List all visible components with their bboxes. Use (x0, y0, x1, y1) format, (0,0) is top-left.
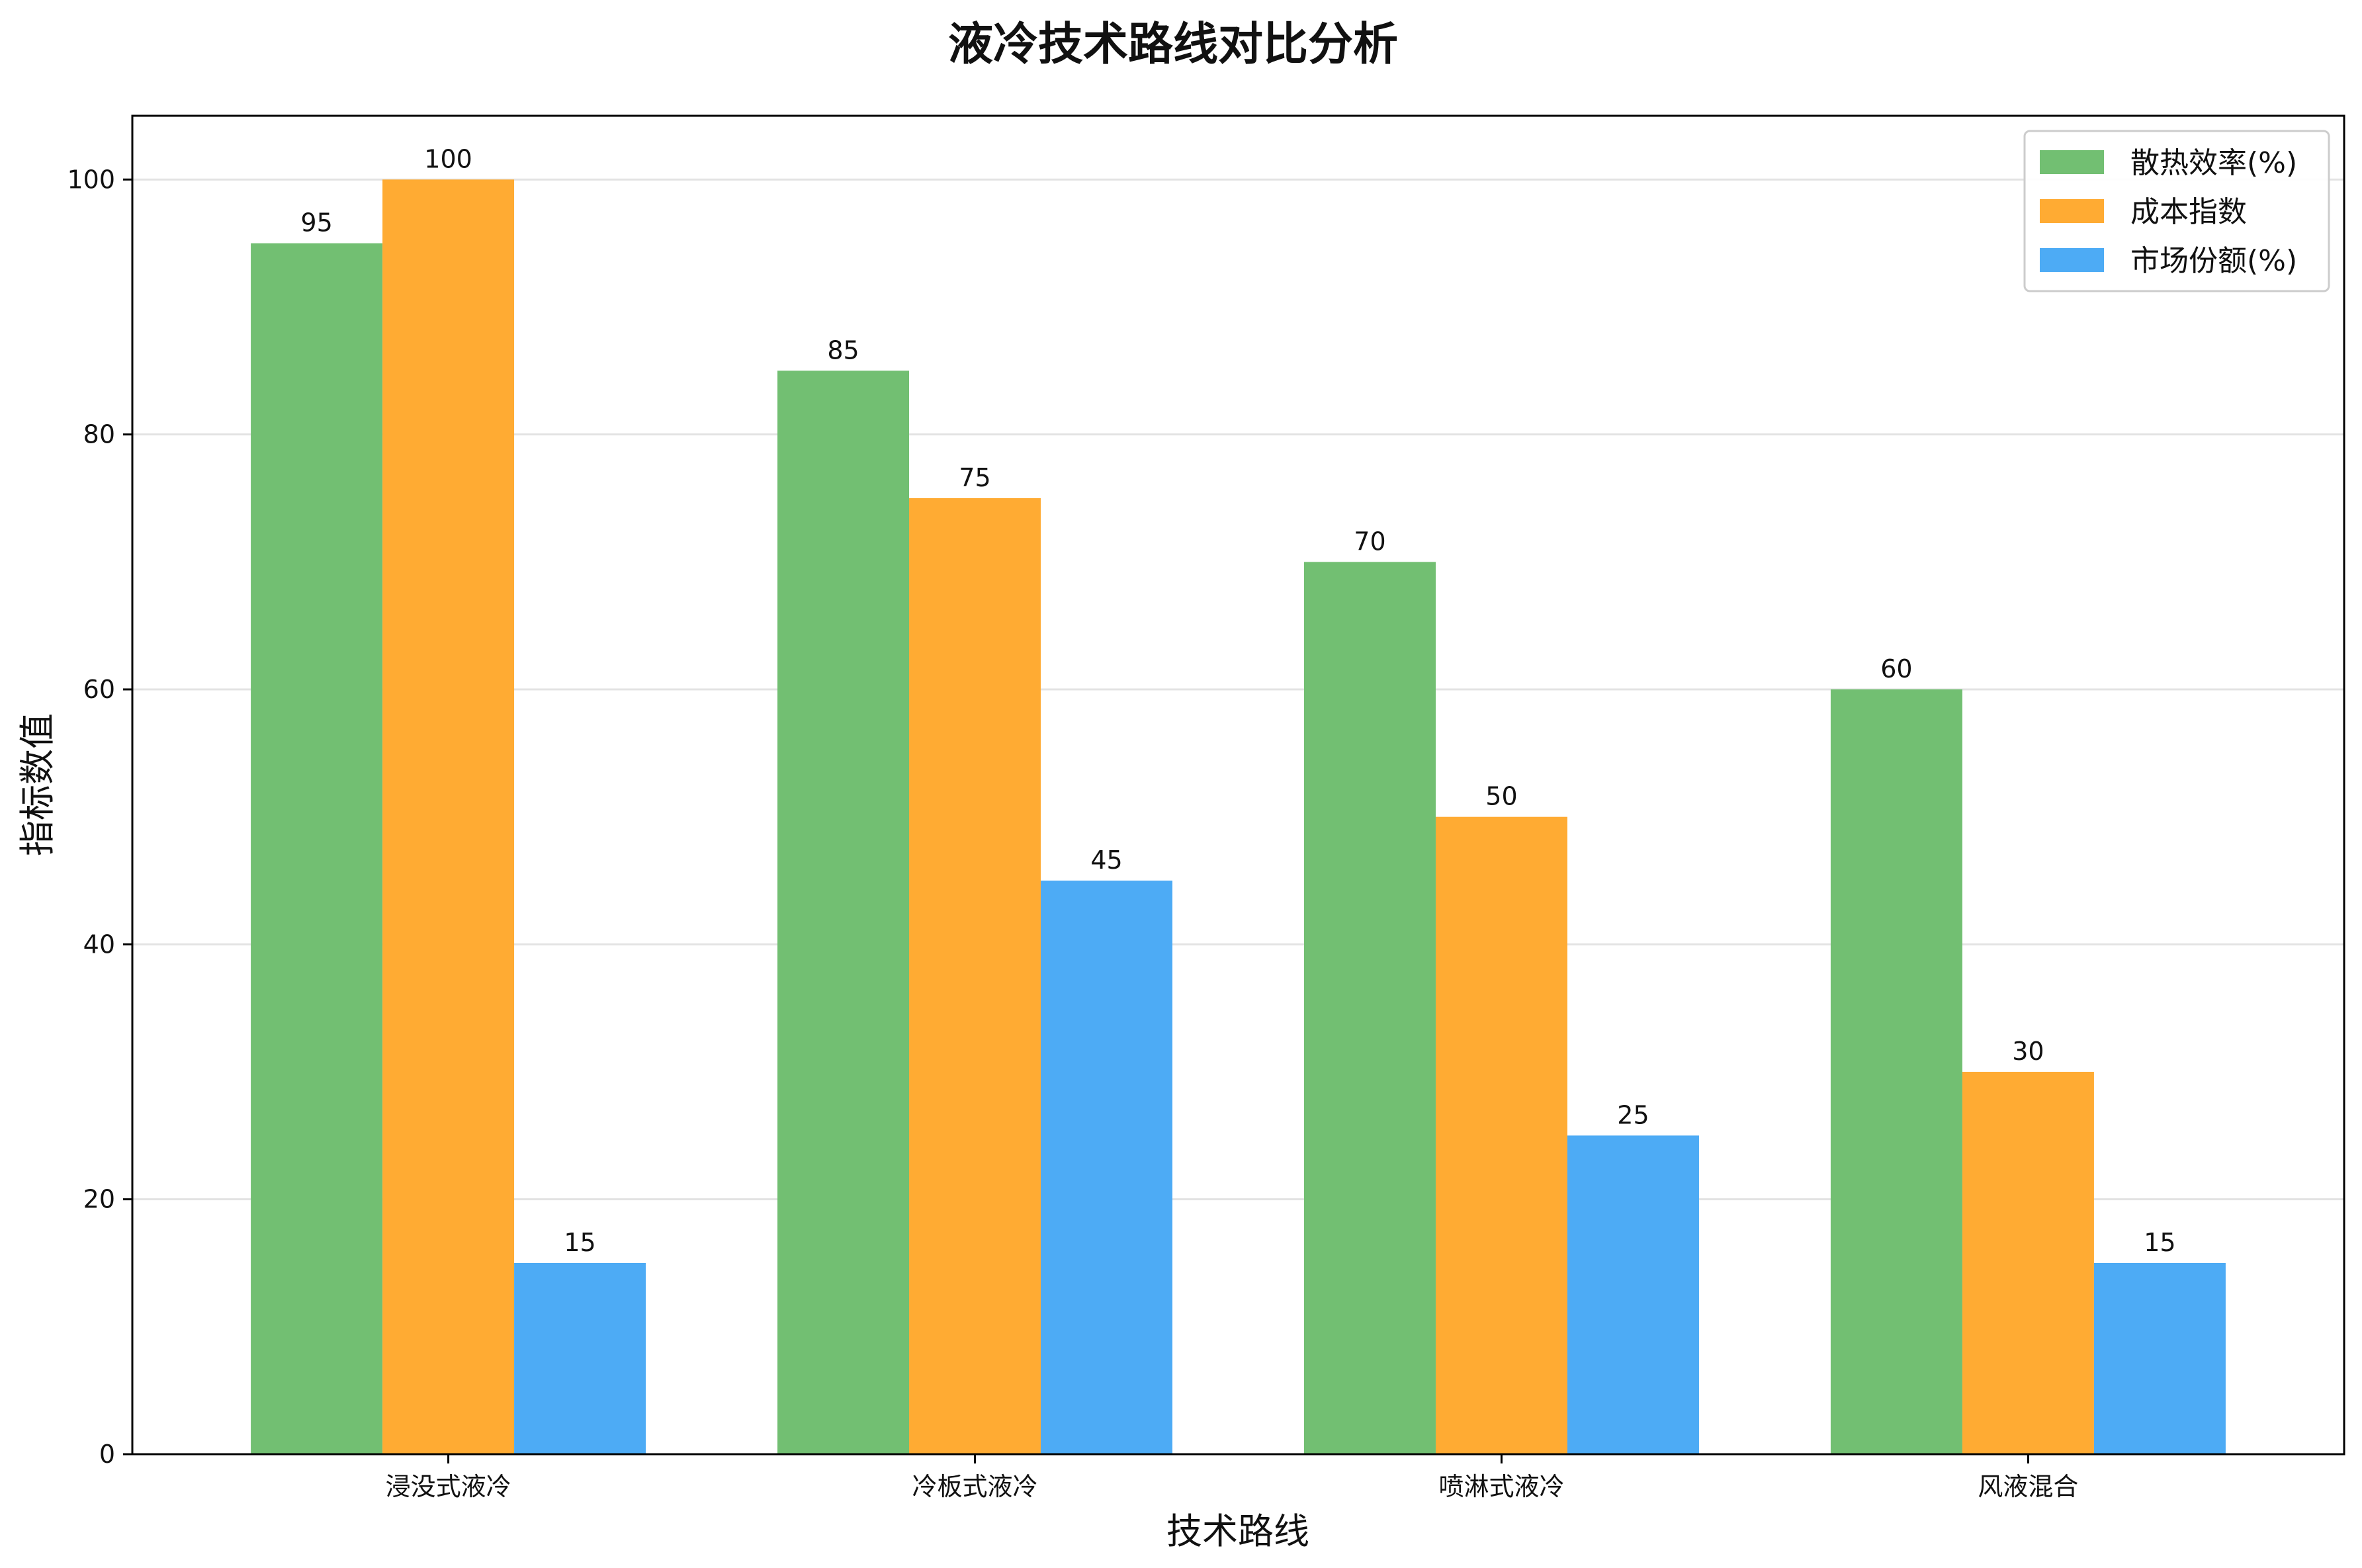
legend-swatch (2040, 199, 2104, 223)
bar (1041, 881, 1173, 1454)
legend-swatch (2040, 248, 2104, 272)
data-label: 70 (1354, 527, 1385, 556)
bar (1830, 689, 1962, 1454)
bar (909, 498, 1041, 1454)
x-axis: 浸没式液冷 冷板式液冷 喷淋式液冷 风液混合 (386, 1454, 2078, 1501)
legend-label: 散热效率(%) (2130, 146, 2297, 180)
chart-title: 液冷技术路线对比分析 (948, 19, 1398, 71)
bar (382, 179, 515, 1454)
data-label: 15 (2144, 1228, 2175, 1257)
data-label: 60 (1880, 654, 1912, 683)
bars (251, 179, 2226, 1455)
data-label: 25 (1617, 1100, 1649, 1129)
data-label: 75 (959, 463, 990, 492)
bar (251, 243, 383, 1455)
legend-swatch (2040, 150, 2104, 174)
data-label: 95 (300, 208, 332, 238)
x-tick-label: 风液混合 (1978, 1472, 2078, 1501)
data-label: 15 (564, 1228, 595, 1257)
plot-frame (131, 114, 2345, 1456)
data-label: 85 (827, 335, 859, 365)
y-tick-label: 20 (83, 1185, 115, 1214)
y-tick-label: 40 (83, 930, 115, 959)
legend-label: 成本指数 (2130, 195, 2247, 229)
bar (1303, 562, 1436, 1455)
data-label: 100 (424, 144, 472, 173)
data-label: 30 (2012, 1037, 2044, 1066)
x-tick-label: 喷淋式液冷 (1438, 1472, 1564, 1501)
x-tick-label: 冷板式液冷 (912, 1472, 1038, 1501)
legend-label: 市场份额(%) (2130, 244, 2297, 278)
y-tick-label: 0 (99, 1440, 115, 1469)
bar (514, 1263, 646, 1454)
y-axis-label: 指标数值 (17, 713, 58, 856)
y-tick-label: 100 (67, 165, 115, 194)
data-label: 50 (1485, 782, 1517, 811)
y-tick-label: 60 (83, 675, 115, 704)
x-tick-label: 浸没式液冷 (386, 1472, 511, 1501)
y-axis: 0 20 40 60 80 100 (67, 165, 132, 1469)
bar (1567, 1135, 1699, 1454)
bar (777, 370, 910, 1455)
data-label: 45 (1090, 846, 1122, 875)
bar (1435, 816, 1567, 1454)
x-axis-label: 技术路线 (1166, 1510, 1309, 1552)
bar (1962, 1072, 2094, 1454)
bar (2093, 1263, 2226, 1454)
y-tick-label: 80 (83, 420, 115, 449)
data-labels: 95 100 15 85 75 45 70 50 25 60 30 15 (300, 144, 2175, 1257)
